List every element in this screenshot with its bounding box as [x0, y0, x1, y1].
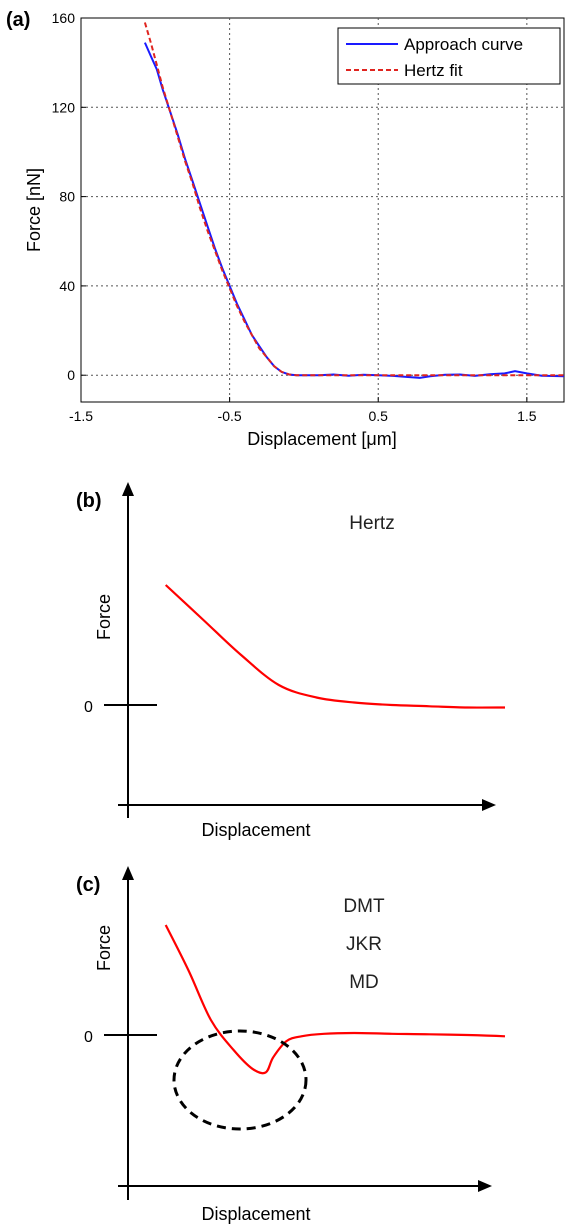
hertz-fit-line — [143, 22, 564, 377]
plot-b-zero-label: 0 — [84, 699, 93, 716]
adhesion-region-ellipse — [172, 1029, 308, 1131]
plot-c-zero-label: 0 — [84, 1029, 93, 1046]
plot-b-y-axis-arrow — [122, 482, 134, 496]
plot-c-x-axis-arrow — [478, 1180, 492, 1192]
panel-b-label: (b) — [76, 490, 102, 512]
panel-c-chart: (c) 0 Force Displacement DMT JKR MD — [76, 866, 506, 1224]
plot-a-series — [143, 22, 565, 379]
panel-a-label: (a) — [6, 9, 30, 31]
plot-a-x-tick-label: -1.5 — [69, 408, 93, 424]
plot-c-y-axis-arrow — [122, 866, 134, 880]
plot-c-model-label-md: MD — [349, 972, 379, 993]
plot-a-x-tick-label: -0.5 — [218, 408, 242, 424]
plot-a-y-tick-label: 120 — [52, 99, 76, 115]
panel-b-chart: (b) 0 Force Displacement Hertz — [76, 482, 506, 840]
plot-a-y-tick-label: 80 — [59, 189, 75, 205]
plot-c-model-label-dmt: DMT — [343, 896, 385, 917]
plot-a-y-tick-label: 40 — [59, 278, 75, 294]
plot-b-x-axis-arrow — [482, 799, 496, 811]
plot-c-y-axis-title: Force — [94, 925, 114, 971]
plot-a-grid — [81, 18, 564, 402]
plot-a-x-tick-label: 1.5 — [517, 408, 537, 424]
plot-a-x-ticks: -1.5 -0.5 0.5 1.5 — [69, 397, 537, 424]
legend-label-approach: Approach curve — [404, 35, 523, 54]
legend-box — [337, 27, 561, 85]
hertz-schematic-curve — [164, 584, 506, 709]
legend-label-hertz: Hertz fit — [404, 61, 463, 80]
plot-c-model-label-jkr: JKR — [346, 934, 382, 955]
plot-c-x-axis-title: Displacement — [201, 1204, 310, 1224]
plot-c-series — [164, 924, 506, 1075]
plot-b-x-axis-title: Displacement — [201, 820, 310, 840]
plot-a-x-axis-title: Displacement [μm] — [247, 429, 396, 449]
plot-a-y-axis-title: Force [nN] — [24, 168, 44, 252]
plot-b-y-axis-title: Force — [94, 594, 114, 640]
plot-a-y-ticks: 0 40 80 120 160 — [52, 10, 86, 383]
plot-a-y-tick-label: 160 — [52, 10, 76, 26]
plot-b-model-label: Hertz — [349, 513, 394, 534]
plot-a-y-tick-label: 0 — [67, 367, 75, 383]
panel-c-label: (c) — [76, 874, 100, 896]
plot-b-series — [164, 584, 506, 709]
plot-a-x-tick-label: 0.5 — [368, 408, 388, 424]
panel-a-chart: (a) -1.5 -0.5 0.5 1.5 0 40 80 120 160 Displacem… — [6, 9, 565, 449]
plot-a-legend: Approach curve Hertz fit — [337, 27, 561, 85]
adhesion-schematic-curve — [164, 924, 506, 1075]
